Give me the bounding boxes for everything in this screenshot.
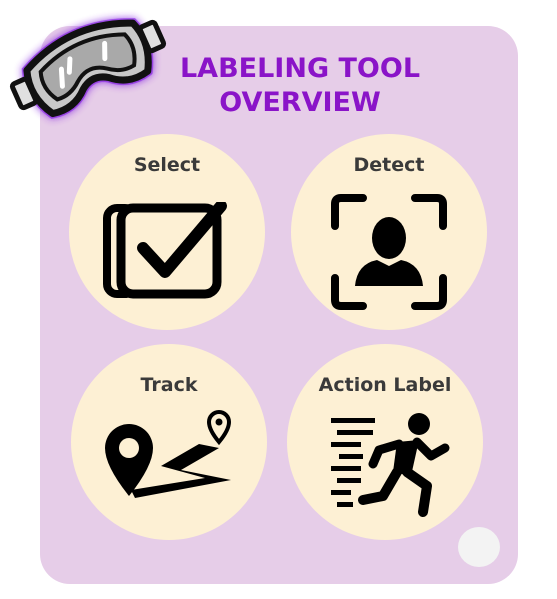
face-detect-icon — [331, 194, 447, 310]
tile-detect-label: Detect — [353, 154, 425, 176]
running-person-icon — [331, 413, 450, 517]
track-path-icon — [105, 409, 232, 498]
corner-dot — [458, 527, 500, 567]
tile-action-label[interactable]: Action Label — [287, 344, 483, 540]
goggles-icon — [9, 18, 167, 119]
tile-action-label-label: Action Label — [318, 374, 452, 396]
tile-detect[interactable]: Detect — [291, 134, 487, 330]
title-line-1: LABELING TOOL — [179, 53, 421, 84]
tile-select[interactable]: Select — [69, 134, 265, 330]
checkbox-icon — [103, 202, 227, 299]
title-line-2: OVERVIEW — [219, 87, 381, 118]
tile-track[interactable]: Track — [71, 344, 267, 540]
page-title: LABELING TOOL OVERVIEW — [150, 52, 450, 120]
tile-select-label: Select — [133, 154, 201, 176]
tile-track-label: Track — [140, 374, 198, 396]
